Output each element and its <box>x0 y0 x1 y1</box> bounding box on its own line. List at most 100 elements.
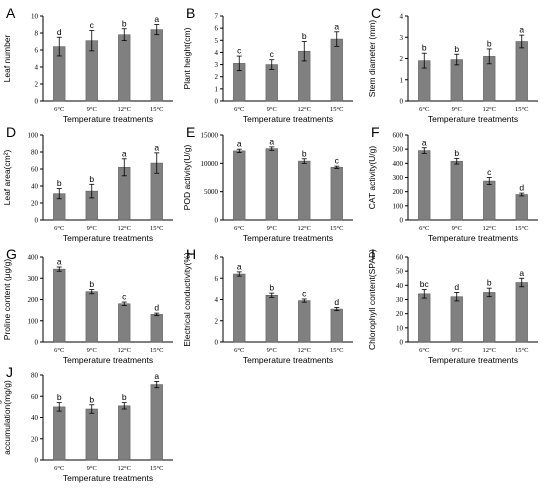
y-axis-label: Stem diameter (mm) <box>367 20 377 98</box>
panel-label: C <box>371 5 381 21</box>
significance-letter: c <box>270 49 275 59</box>
significance-letter: a <box>269 136 274 146</box>
y-tick-label: 6 <box>215 275 219 283</box>
y-tick-label: 500 <box>393 146 404 154</box>
bar <box>483 292 496 343</box>
x-tick-label: 12°C <box>298 106 311 113</box>
x-tick-label: 6°C <box>54 465 64 472</box>
y-tick-label: 4 <box>215 296 219 304</box>
x-tick-label: 15°C <box>150 106 163 113</box>
significance-letter: b <box>302 148 307 158</box>
bar <box>483 180 496 221</box>
y-tick-label: 200 <box>393 188 404 196</box>
y-tick-label: 100 <box>28 132 39 140</box>
significance-letter: a <box>334 21 339 31</box>
x-tick-label: 9°C <box>87 225 97 232</box>
y-tick-label: 400 <box>393 160 404 168</box>
y-tick-label: 10 <box>396 324 404 332</box>
panel-g: G 0 100 200 300 400 a 6°C b 9°C c 12°C d 15°CTemperat… <box>2 246 173 365</box>
y-tick-label: 3 <box>400 34 404 42</box>
significance-letter: a <box>519 268 524 278</box>
y-tick-label: 2 <box>35 81 39 89</box>
bar <box>418 293 431 343</box>
significance-letter: b <box>89 279 94 289</box>
y-tick-label: 600 <box>393 132 404 140</box>
bar <box>418 150 431 221</box>
significance-letter: a <box>122 148 127 158</box>
y-axis-label: CAT activity(U/g) <box>367 146 377 210</box>
significance-letter: c <box>122 292 127 302</box>
panel-label: A <box>6 5 16 21</box>
bar <box>450 59 463 102</box>
y-tick-label: 4 <box>400 13 404 21</box>
significance-letter: d <box>154 303 159 313</box>
bar <box>233 150 246 221</box>
x-tick-label: 9°C <box>267 106 277 113</box>
x-tick-label: 15°C <box>515 106 528 113</box>
x-tick-label: 12°C <box>298 225 311 232</box>
y-tick-label: 20 <box>31 200 39 208</box>
x-axis-label: Temperature treatments <box>243 114 333 124</box>
panel-j: J 0 20 40 60 80 b 6°C b 9°C b 12°C a 15°CTemperature … <box>0 364 173 483</box>
significance-letter: b <box>89 174 94 184</box>
significance-letter: a <box>154 14 159 24</box>
panel-label: H <box>186 246 196 262</box>
y-tick-label: 6 <box>215 25 219 33</box>
x-tick-label: 15°C <box>150 347 163 354</box>
bar <box>233 273 246 343</box>
significance-letter: a <box>57 256 62 266</box>
x-tick-label: 9°C <box>452 225 462 232</box>
significance-letter: b <box>122 392 127 402</box>
y-tick-label: 80 <box>31 372 39 380</box>
y-tick-label: 4 <box>215 49 219 57</box>
y-tick-label: 0 <box>215 98 219 106</box>
x-tick-label: 6°C <box>54 347 64 354</box>
x-axis-label: Temperature treatments <box>428 233 518 243</box>
bar <box>330 167 343 221</box>
panel-label: F <box>371 124 380 140</box>
bar <box>53 268 66 343</box>
y-tick-label: 3 <box>215 61 219 69</box>
significance-letter: d <box>519 183 524 193</box>
significance-letter: d <box>57 27 62 37</box>
significance-letter: a <box>154 371 159 381</box>
bar <box>298 160 311 221</box>
y-tick-label: 0 <box>400 339 404 347</box>
y-tick-label: 100 <box>28 317 39 325</box>
x-tick-label: 6°C <box>234 106 244 113</box>
significance-letter: b <box>89 394 94 404</box>
significance-letter: b <box>57 178 62 188</box>
significance-letter: b <box>454 44 459 54</box>
y-axis-label: Electrical conductivity(%) <box>182 252 192 347</box>
bar <box>330 38 343 102</box>
y-tick-label: 40 <box>31 183 39 191</box>
x-axis-label: Temperature treatments <box>63 355 153 365</box>
y-tick-label: 4 <box>35 64 39 72</box>
y-tick-label: 0 <box>215 339 219 347</box>
x-tick-label: 9°C <box>87 465 97 472</box>
y-tick-label: 40 <box>31 414 39 422</box>
bar <box>118 303 131 343</box>
x-tick-label: 9°C <box>87 347 97 354</box>
significance-letter: a <box>154 142 159 152</box>
y-tick-label: 8 <box>215 254 219 262</box>
y-tick-label: 0 <box>35 217 39 225</box>
significance-letter: a <box>422 137 427 147</box>
significance-letter: c <box>237 46 242 56</box>
x-tick-label: 15°C <box>330 106 343 113</box>
y-tick-label: 20 <box>31 435 39 443</box>
x-axis-label: Temperature treatments <box>63 114 153 124</box>
x-tick-label: 12°C <box>118 465 131 472</box>
significance-letter: c <box>302 288 307 298</box>
y-axis-label: Plant height(cm) <box>182 27 192 89</box>
x-tick-label: 15°C <box>150 465 163 472</box>
significance-letter: c <box>487 167 492 177</box>
panel-label: E <box>186 124 195 140</box>
significance-letter: a <box>237 261 242 271</box>
significance-letter: c <box>335 156 340 166</box>
panel-i: I 0 10 20 30 40 50 60 bc 6°C d 9°C b 12°C a 15°CTempera… <box>367 246 538 365</box>
bar <box>515 41 528 102</box>
